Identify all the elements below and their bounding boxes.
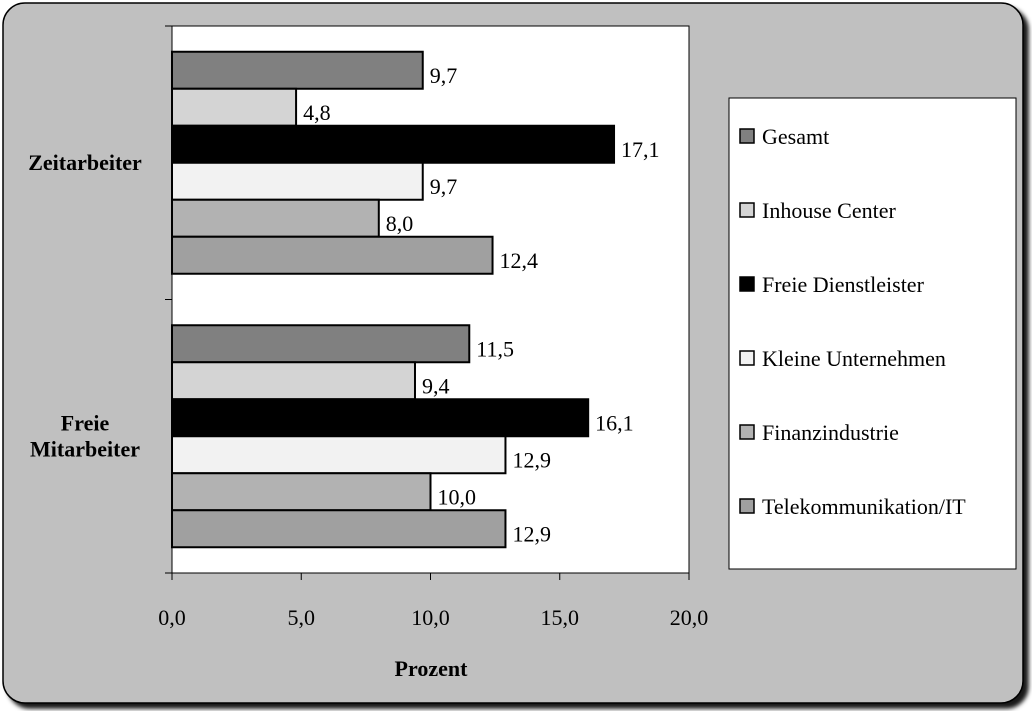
data-label: 9,7	[430, 174, 458, 199]
data-label: 9,7	[430, 63, 458, 88]
data-label: 12,4	[500, 248, 539, 273]
bars-layer: 9,7 4,8 17,1 9,7 8,0 12,4 11,5 9,4 16,1 12,9 10,0 1…	[171, 50, 660, 549]
x-tick-label: 10,0	[411, 605, 450, 630]
legend-swatch	[739, 128, 755, 144]
x-tick-label: 5,0	[288, 605, 316, 630]
legend-swatch	[739, 202, 755, 218]
legend-box	[728, 97, 1017, 570]
bar-inhouse-center-0	[171, 87, 298, 127]
x-tick-label: 15,0	[541, 605, 580, 630]
category-label: Mitarbeiter	[30, 436, 140, 461]
legend-label: Inhouse Center	[762, 198, 896, 223]
data-label: 12,9	[512, 521, 551, 546]
bar-freie-dienstleister-0	[171, 124, 616, 164]
data-label: 4,8	[303, 100, 331, 125]
x-tick-label: 20,0	[670, 605, 709, 630]
bar-kleine-unternehmen-0	[171, 161, 424, 201]
bar-telekommunikation-it-0	[171, 235, 494, 275]
legend: Gesamt Inhouse Center Freie Dienstleister K…	[728, 97, 1017, 570]
bar-finanzindustrie-1	[171, 472, 432, 512]
data-label: 16,1	[595, 410, 634, 435]
bar-gesamt-1	[171, 324, 471, 364]
data-label: 10,0	[438, 484, 477, 509]
data-label: 11,5	[476, 336, 514, 361]
legend-label: Freie Dienstleister	[762, 272, 925, 297]
legend-swatch	[739, 350, 755, 366]
x-axis-title: Prozent	[395, 656, 469, 681]
category-label: Zeitarbeiter	[28, 150, 142, 175]
legend-label: Kleine Unternehmen	[762, 346, 946, 371]
legend-label: Finanzindustrie	[762, 420, 899, 445]
bar-finanzindustrie-0	[171, 198, 380, 238]
category-label: Freie	[61, 410, 110, 435]
bar-kleine-unternehmen-1	[171, 435, 507, 475]
data-label: 12,9	[512, 447, 551, 472]
legend-swatch	[739, 424, 755, 440]
bar-inhouse-center-1	[171, 361, 416, 401]
data-label: 17,1	[621, 137, 660, 162]
legend-label: Gesamt	[762, 124, 829, 149]
legend-label: Telekommunikation/IT	[762, 494, 966, 519]
legend-swatch	[739, 276, 755, 292]
data-label: 9,4	[422, 373, 450, 398]
x-tick-label: 0,0	[158, 605, 186, 630]
bar-telekommunikation-it-1	[171, 509, 507, 549]
bar-gesamt-0	[171, 50, 424, 90]
data-label: 8,0	[386, 211, 414, 236]
bar-freie-dienstleister-1	[171, 398, 590, 438]
legend-swatch	[739, 498, 755, 514]
